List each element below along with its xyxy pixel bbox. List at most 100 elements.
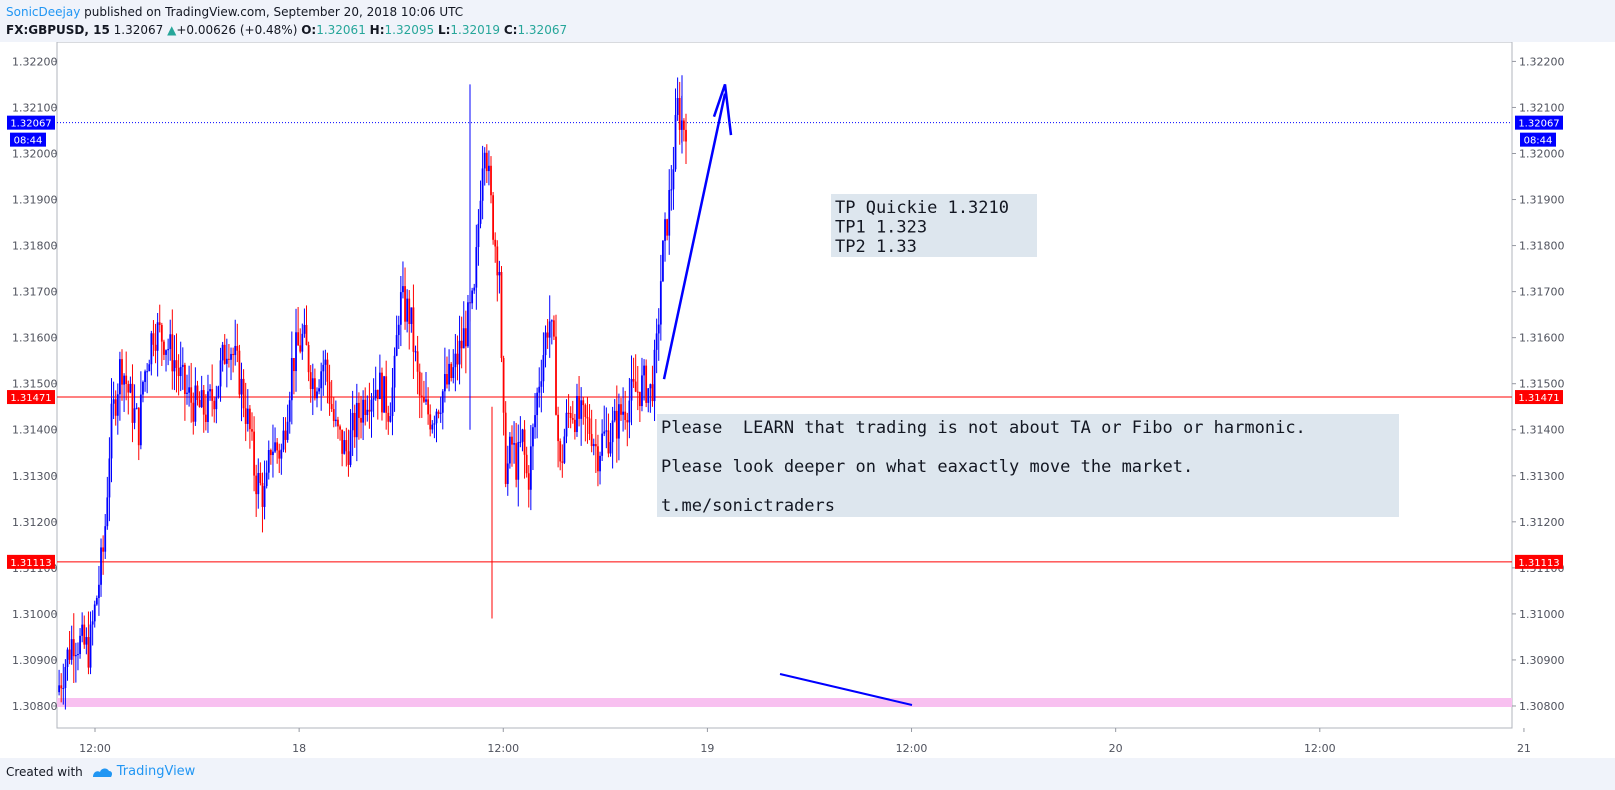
candle-body (332, 409, 335, 422)
candle-body (561, 461, 564, 463)
y-tick-label-left: 1.31700 (12, 286, 58, 299)
candle-body (427, 399, 430, 415)
candle-body (263, 486, 266, 507)
volume-band (57, 698, 1512, 707)
candle-body (322, 364, 325, 372)
created-with-label: Created with (6, 764, 83, 779)
chart-area[interactable]: 1.32200 1.32200 1.32100 1.32100 1.32000 1.320… (0, 41, 1615, 758)
candle-body (272, 451, 274, 456)
candle-body (599, 455, 601, 472)
candle-body (391, 387, 394, 417)
current-price-label-left: 1.32067 (10, 119, 51, 130)
annotation-text: Please look deeper on what eaxactly move… (661, 457, 1193, 477)
candle-body (565, 412, 568, 437)
candle-body (450, 363, 453, 378)
tradingview-brand[interactable]: TradingView (91, 764, 195, 779)
candle-body (601, 433, 604, 456)
candle-body (372, 398, 375, 400)
candle-body (225, 358, 228, 364)
candle-body (368, 409, 371, 412)
x-tick-label: 18 (292, 742, 306, 755)
y-tick-label-right: 1.32100 (1519, 101, 1565, 114)
candle-body (70, 639, 73, 660)
countdown-tag-left (10, 132, 46, 147)
candle-body (248, 408, 251, 430)
candle-body (683, 120, 685, 130)
candle-body (295, 332, 297, 372)
y-tick-label-left: 1.30800 (12, 700, 58, 713)
trend-line[interactable] (779, 673, 913, 706)
candle-body (121, 359, 123, 385)
candle-body (81, 624, 84, 636)
candle-body (64, 666, 67, 688)
candle-body (123, 375, 125, 385)
candle-body (62, 687, 65, 689)
candle-body (406, 298, 409, 322)
candle-body (318, 388, 320, 392)
candle-body (181, 364, 184, 367)
plot-frame (56, 41, 1513, 729)
candle-body (288, 400, 291, 422)
candle-body (387, 412, 390, 422)
candle-body (74, 655, 77, 657)
candle-body (557, 414, 560, 442)
candle-body (521, 429, 524, 442)
y-tick-label-right: 1.31200 (1519, 516, 1565, 529)
candle-body (238, 350, 241, 395)
price-tag-right-label: 1.31113 (1518, 558, 1559, 569)
candle-body (481, 168, 484, 201)
candle-body (582, 400, 585, 406)
candle-body (643, 365, 645, 376)
annotation-box[interactable] (657, 414, 1399, 517)
candle-body (594, 444, 597, 447)
candle-body (685, 129, 687, 142)
candle-body (659, 281, 662, 325)
candle-body (529, 446, 532, 490)
candle-body (305, 324, 308, 346)
candle-body (307, 345, 310, 373)
candle-body (592, 444, 595, 447)
candle-body (89, 624, 92, 668)
price-chart[interactable]: 1.32200 1.32200 1.32100 1.32100 1.32000 1.320… (0, 41, 1615, 758)
candle-body (255, 475, 258, 495)
candle-body (540, 381, 543, 387)
candle-body (420, 395, 423, 398)
candle-body (370, 399, 373, 412)
candle-body (605, 430, 608, 432)
candle-body (460, 340, 463, 349)
candle-body (374, 389, 377, 399)
y-tick-label-left: 1.31200 (12, 516, 58, 529)
candle-body (320, 371, 323, 389)
candle-body (393, 355, 396, 388)
candle-body (678, 97, 681, 130)
candle-body (653, 349, 656, 402)
candle-body (441, 391, 444, 413)
candle-body (479, 200, 482, 224)
candle-body (362, 399, 365, 423)
y-tick-label-right: 1.31400 (1519, 424, 1565, 437)
candle-body (167, 349, 170, 351)
candle-body (163, 341, 165, 355)
open-value: 1.32061 (316, 23, 366, 37)
candle-body (366, 409, 369, 416)
trend-arrow[interactable] (662, 93, 727, 380)
candle-body (192, 402, 195, 422)
annotation-text: Please LEARN that trading is not about T… (661, 418, 1306, 438)
candle-body (448, 363, 450, 385)
candle-body (458, 340, 461, 365)
y-tick-label-right: 1.30900 (1519, 654, 1565, 667)
candle-body (399, 292, 402, 325)
candle-body (343, 440, 346, 454)
low-label: L: (437, 23, 451, 37)
y-tick-label-right: 1.31600 (1519, 332, 1565, 345)
annotation-box[interactable] (831, 194, 1037, 257)
candle-body (544, 332, 547, 356)
candle-body (567, 412, 570, 414)
candle-body (395, 335, 398, 356)
candle-body (104, 526, 107, 552)
candle-body (378, 372, 381, 399)
author-link[interactable]: SonicDeejay (6, 5, 81, 19)
candle-body (408, 298, 411, 325)
candle-body (433, 423, 436, 425)
candle-body (511, 436, 513, 445)
